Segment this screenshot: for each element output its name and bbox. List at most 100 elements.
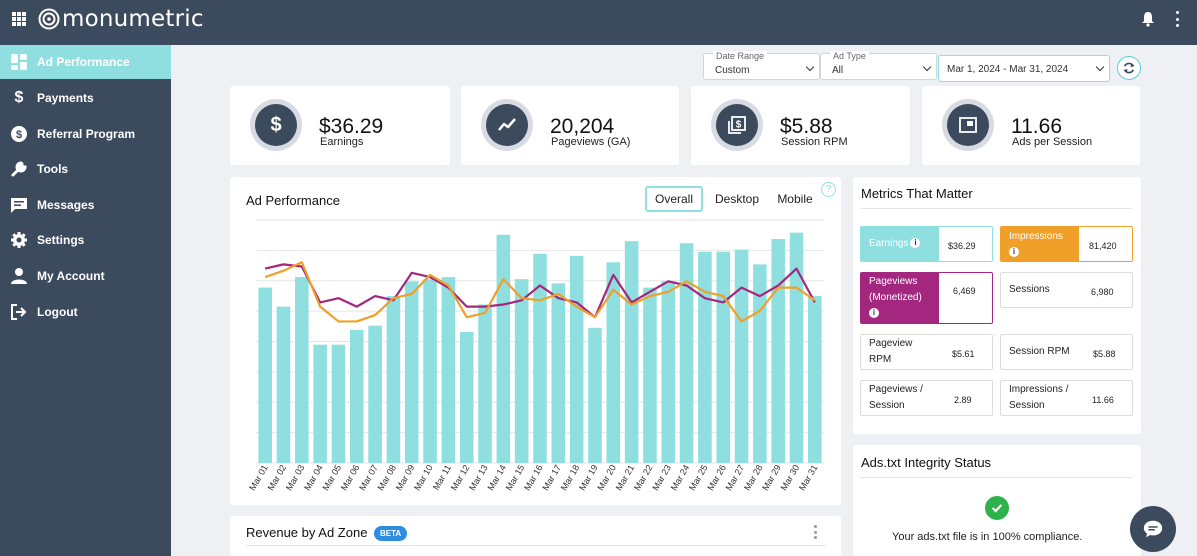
chart-bar — [478, 304, 492, 463]
sidebar-item-logout[interactable]: Logout — [0, 295, 171, 329]
stat-card-pageviews: 20,204 Pageviews (GA) — [461, 86, 679, 165]
metric-label: Impressions / Session — [1009, 382, 1068, 414]
sidebar-item-referral-program[interactable]: $ Referral Program — [0, 117, 171, 151]
svg-text:$: $ — [16, 129, 22, 141]
stat-card-ads-per-session: 11.66 Ads per Session — [922, 86, 1140, 165]
message-icon — [11, 198, 27, 213]
sidebar-item-messages[interactable]: Messages — [0, 188, 171, 222]
chart-bar — [679, 243, 694, 463]
date-range-text: Mar 1, 2024 - Mar 31, 2024 — [947, 64, 1069, 75]
stat-icon-disc: $ — [255, 104, 297, 146]
chart-bar — [404, 281, 419, 463]
stat-icon-ring — [481, 99, 533, 151]
chart-bar — [569, 255, 584, 463]
logo-mark-icon — [38, 8, 60, 30]
metric-label: Session RPM — [1009, 346, 1070, 357]
metric-label-text: RPM — [869, 354, 892, 365]
brand-name: monumetric — [62, 6, 204, 32]
metric-label: Pageviews / Session — [869, 382, 923, 414]
dollar-icon: $ — [270, 113, 282, 136]
metric-label: Sessions — [1009, 284, 1050, 295]
grid-icon[interactable] — [12, 12, 26, 26]
sidebar-item-settings[interactable]: Settings — [0, 223, 171, 257]
chart-bar — [295, 277, 309, 463]
x-tick-label: Mar 31 — [797, 463, 820, 492]
chart-bar — [588, 327, 602, 463]
check-icon — [985, 496, 1009, 520]
chart-bar — [459, 331, 474, 463]
chart-bar — [276, 306, 291, 463]
revenue-title: Revenue by Ad Zone — [246, 525, 368, 540]
tab-label: Mobile — [777, 192, 813, 206]
ad-performance-title: Ad Performance — [246, 193, 340, 208]
stat-icon-disc: $ — [716, 104, 758, 146]
metric-session-rpm: Session RPM $5.88 — [1000, 334, 1133, 370]
tab-desktop[interactable]: Desktop — [708, 186, 766, 212]
metric-value: $5.61 — [952, 349, 975, 359]
help-icon[interactable]: ? — [821, 182, 836, 197]
stat-card-session-rpm: $ $5.88 Session RPM — [691, 86, 910, 165]
chart-bar — [386, 296, 401, 463]
stat-value: 20,204 — [550, 115, 615, 138]
chart-bar — [441, 277, 456, 463]
chevron-down-icon — [922, 62, 932, 72]
sidebar-item-label: Ad Performance — [37, 55, 130, 69]
refresh-icon — [1123, 62, 1135, 74]
metric-value: 11.66 — [1092, 395, 1114, 405]
metric-label: Pageview RPM — [869, 336, 912, 368]
metric-value: $36.29 — [948, 241, 976, 251]
sidebar-item-my-account[interactable]: My Account — [0, 259, 171, 293]
chart-bar — [734, 249, 749, 463]
metric-label: Earnings i — [869, 236, 921, 252]
sidebar-item-payments[interactable]: $ Payments — [0, 81, 171, 115]
chart-bar — [789, 232, 804, 463]
chart-bar — [496, 234, 511, 463]
sidebar-item-label: Messages — [37, 198, 95, 212]
stat-label: Pageviews (GA) — [551, 136, 631, 148]
stat-icon-ring — [942, 99, 994, 151]
metric-pageviews-monetized: Pageviews (Monetized) i 6,469 — [860, 272, 993, 324]
date-range-picker[interactable]: Mar 1, 2024 - Mar 31, 2024 — [938, 55, 1110, 82]
chart-bar — [771, 239, 785, 463]
stat-value: 11.66 — [1011, 115, 1062, 138]
chat-button[interactable] — [1130, 506, 1176, 552]
date-range-label: Date Range — [713, 51, 768, 61]
brand-logo[interactable]: monumetric — [38, 6, 204, 32]
stat-label: Session RPM — [781, 136, 848, 148]
metric-label-text: Pageviews / — [869, 384, 923, 395]
info-icon[interactable]: i — [869, 308, 879, 319]
sidebar-item-label: Tools — [37, 162, 69, 176]
metric-pageview-rpm: Pageview RPM $5.61 — [860, 334, 993, 370]
stat-icon-ring: $ — [250, 99, 302, 151]
ad-type-select[interactable]: Ad Type All — [820, 51, 937, 80]
info-icon[interactable]: i — [1009, 247, 1019, 258]
refresh-button[interactable] — [1117, 56, 1141, 80]
info-icon[interactable]: i — [910, 238, 921, 249]
kebab-icon[interactable] — [1175, 11, 1179, 27]
metric-label-text: Session — [869, 400, 905, 411]
tab-mobile[interactable]: Mobile — [769, 186, 821, 212]
chart-bar — [624, 241, 639, 463]
metric-earnings-fill — [861, 227, 939, 261]
chart-bar — [808, 296, 822, 463]
metric-label: Impressions i — [1009, 229, 1063, 261]
tab-overall[interactable]: Overall — [645, 186, 703, 212]
revenue-card — [230, 516, 841, 556]
sidebar-item-tools[interactable]: Tools — [0, 152, 171, 186]
beta-badge: BETA — [374, 526, 408, 541]
divider — [861, 477, 1132, 478]
tab-label: Desktop — [714, 192, 760, 206]
sidebar-item-ad-performance[interactable]: Ad Performance — [0, 45, 171, 79]
revenue-menu-icon[interactable] — [813, 525, 817, 539]
chart-line — [264, 263, 816, 319]
chart-bar — [349, 329, 364, 463]
bell-icon[interactable] — [1141, 11, 1155, 27]
trend-icon — [498, 118, 516, 131]
stat-label: Earnings — [320, 136, 364, 148]
metric-value: 81,420 — [1089, 241, 1117, 251]
chart-bar — [698, 251, 712, 463]
sidebar: Ad Performance $ Payments $ Referral Pro… — [0, 45, 171, 556]
date-range-select[interactable]: Date Range Custom — [703, 51, 820, 80]
chart-bar — [716, 251, 731, 463]
sidebar-item-label: Payments — [37, 91, 94, 105]
